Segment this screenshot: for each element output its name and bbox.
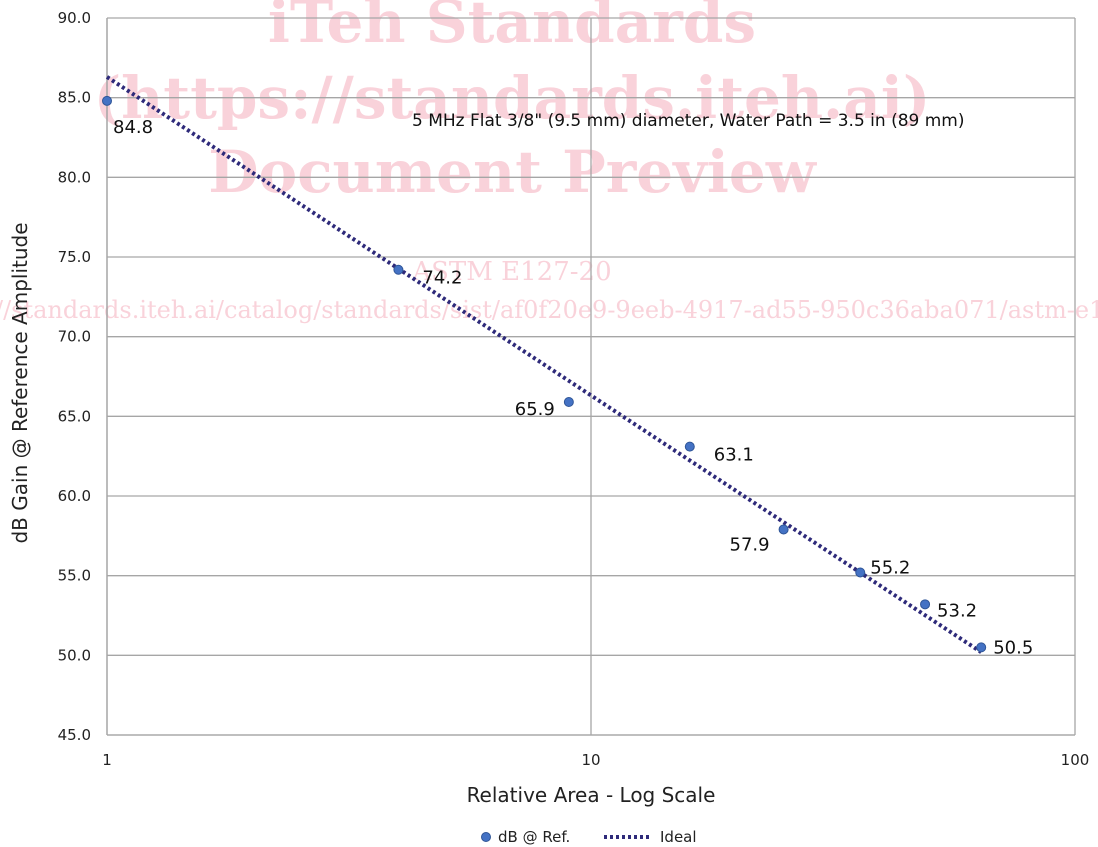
watermark-line-5: https://standards.iteh.ai/catalog/standa… (0, 296, 1098, 324)
data-label: 50.5 (993, 637, 1033, 658)
x-tick-label: 1 (102, 751, 112, 769)
data-point (856, 568, 865, 577)
y-ticks: 45.0 50.0 55.0 60.0 65.0 70.0 75.0 80.0 85.0 90.0 (58, 9, 91, 744)
data-point (394, 265, 403, 274)
legend-label-ideal: Ideal (660, 828, 697, 846)
data-point (685, 442, 694, 451)
y-tick-label: 85.0 (58, 89, 91, 107)
y-tick-label: 80.0 (58, 168, 91, 186)
data-label: 84.8 (113, 117, 153, 138)
y-tick-label: 45.0 (58, 726, 91, 744)
watermark: iTeh Standards (https://standards.iteh.a… (0, 0, 1098, 324)
y-tick-label: 90.0 (58, 9, 91, 27)
data-point (921, 600, 930, 609)
data-point (103, 96, 112, 105)
x-tick-label: 10 (581, 751, 600, 769)
data-point (977, 643, 986, 652)
data-label: 63.1 (714, 445, 754, 466)
data-label: 55.2 (870, 557, 910, 578)
data-point (779, 525, 788, 534)
x-tick-label: 100 (1061, 751, 1090, 769)
y-tick-label: 60.0 (58, 487, 91, 505)
y-tick-label: 55.0 (58, 567, 91, 585)
x-axis-title: Relative Area - Log Scale (467, 783, 716, 807)
y-tick-label: 70.0 (58, 328, 91, 346)
watermark-line-3: Document Preview (208, 138, 818, 206)
data-label: 74.2 (422, 268, 462, 289)
chart-annotation: 5 MHz Flat 3/8" (9.5 mm) diameter, Water… (412, 111, 964, 131)
data-point (564, 397, 573, 406)
data-label: 57.9 (730, 534, 770, 555)
legend: dB @ Ref. Ideal (482, 828, 697, 846)
watermark-line-1: iTeh Standards (268, 0, 756, 56)
y-tick-label: 75.0 (58, 248, 91, 266)
y-tick-label: 65.0 (58, 407, 91, 425)
legend-marker-points (482, 833, 491, 842)
legend-label-points: dB @ Ref. (498, 828, 570, 846)
data-label: 53.2 (937, 600, 977, 621)
y-axis-title: dB Gain @ Reference Amplitude (8, 222, 32, 543)
y-tick-label: 50.0 (58, 646, 91, 664)
x-ticks: 1 10 100 (102, 751, 1089, 769)
data-label: 65.9 (515, 399, 555, 420)
